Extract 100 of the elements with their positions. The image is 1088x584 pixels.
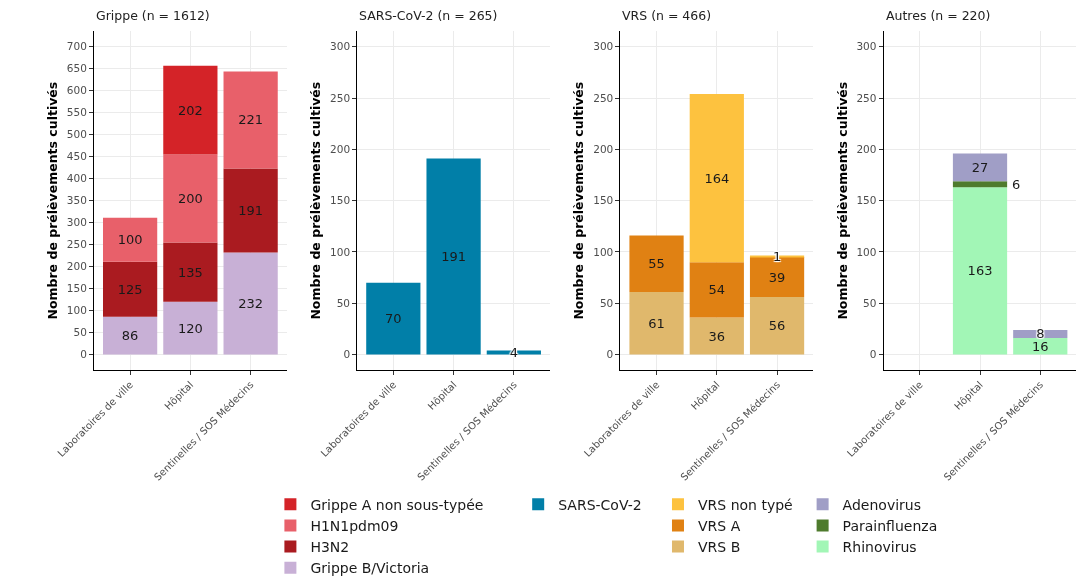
- y-tick-label: 300: [856, 40, 877, 53]
- data-label: 36: [708, 328, 726, 344]
- data-label: 4: [509, 344, 518, 360]
- bar: [952, 181, 1008, 188]
- data-label: 6: [1012, 177, 1021, 192]
- data-label: 39: [768, 269, 786, 285]
- y-tick-label: 0: [606, 348, 614, 361]
- data-label: 56: [768, 318, 786, 334]
- bar: [426, 158, 481, 355]
- chart-title: Grippe (n = 1612): [96, 8, 210, 23]
- legend-label: VRS non typé: [697, 496, 793, 513]
- data-label: 54: [708, 282, 726, 298]
- y-tick-label: 100: [593, 245, 614, 258]
- y-tick-label: 200: [593, 143, 614, 156]
- data-label: 232: [238, 296, 264, 312]
- bar: [163, 242, 218, 302]
- y-tick-label: 0: [80, 348, 87, 361]
- bar: [103, 261, 158, 317]
- y-tick-label: 100: [330, 245, 351, 258]
- data-label: 221: [238, 112, 264, 128]
- data-label: 164: [704, 170, 730, 186]
- y-tick-label: 250: [856, 91, 877, 104]
- bar: [163, 65, 218, 155]
- y-tick-label: 50: [336, 296, 351, 309]
- data-label: 27: [971, 159, 989, 175]
- data-label: 135: [177, 264, 203, 280]
- y-tick-label: 50: [73, 326, 87, 339]
- chart-title: SARS-CoV-2 (n = 265): [359, 8, 498, 23]
- y-tick-label: 300: [330, 40, 351, 53]
- data-label: 55: [648, 256, 665, 272]
- data-label: 200: [177, 190, 203, 206]
- y-tick-label: 150: [856, 194, 877, 207]
- y-tick-label: 150: [66, 282, 87, 295]
- legend-label: SARS-CoV-2: [558, 496, 642, 513]
- y-tick-label: 350: [66, 194, 87, 207]
- y-tick-label: 400: [66, 172, 87, 185]
- y-tick-label: 0: [343, 348, 351, 361]
- data-label: 202: [177, 102, 203, 118]
- y-tick-label: 200: [66, 260, 87, 273]
- y-axis-title: Nombre de prélèvements cultivés: [44, 81, 60, 320]
- legend-label: H3N2: [310, 539, 350, 556]
- y-tick-label: 150: [593, 194, 614, 207]
- data-label: 191: [238, 203, 264, 219]
- bar: [366, 282, 421, 355]
- bar: [952, 153, 1008, 182]
- bar: [689, 317, 744, 355]
- data-label: 163: [967, 263, 993, 279]
- y-axis-title: Nombre de prélèvements cultivés: [571, 81, 587, 320]
- bar: [486, 350, 541, 355]
- bar: [689, 93, 744, 263]
- y-tick-label: 100: [856, 245, 877, 258]
- data-label: 86: [121, 328, 139, 344]
- y-tick-label: 50: [599, 296, 614, 309]
- chart-title: Autres (n = 220): [886, 8, 991, 23]
- y-tick-label: 300: [66, 216, 87, 229]
- y-tick-label: 250: [593, 91, 614, 104]
- y-tick-label: 600: [66, 84, 87, 97]
- data-label: 125: [117, 281, 143, 297]
- y-tick-label: 650: [66, 62, 87, 75]
- y-tick-label: 200: [856, 143, 877, 156]
- y-tick-label: 250: [66, 238, 87, 251]
- legend-label: Adenovirus: [842, 496, 921, 513]
- data-label: 70: [385, 311, 402, 327]
- y-tick-label: 500: [66, 128, 87, 141]
- bar: [1013, 338, 1068, 355]
- bar: [952, 187, 1008, 355]
- bar: [103, 316, 158, 355]
- y-tick-label: 100: [66, 304, 87, 317]
- y-tick-label: 50: [863, 296, 877, 309]
- bar: [163, 154, 218, 243]
- bar: [223, 71, 278, 169]
- data-label: 120: [177, 320, 203, 336]
- bar: [223, 168, 278, 253]
- y-tick-label: 200: [330, 143, 351, 156]
- legend-label: Grippe B/Victoria: [310, 560, 430, 577]
- bar: [629, 235, 684, 292]
- y-axis-title: Nombre de prélèvements cultivés: [834, 81, 850, 320]
- y-tick-label: 150: [330, 194, 351, 207]
- legend-label: VRS B: [697, 539, 741, 556]
- data-label: 191: [441, 249, 466, 265]
- bar: [629, 291, 684, 355]
- y-tick-label: 450: [66, 150, 87, 163]
- bar: [749, 297, 805, 355]
- chart-title: VRS (n = 466): [622, 8, 712, 23]
- y-tick-label: 550: [66, 106, 87, 119]
- legend-label: VRS A: [697, 517, 741, 534]
- y-tick-label: 700: [66, 40, 87, 53]
- data-label: 100: [117, 232, 143, 248]
- data-label: 61: [648, 315, 665, 331]
- legend-label: Rhinovirus: [842, 539, 917, 556]
- legend-label: Parainfluenza: [842, 517, 938, 534]
- bar: [103, 217, 158, 262]
- legend-label: Grippe A non sous-typée: [310, 496, 484, 513]
- bar: [223, 252, 278, 355]
- y-tick-label: 250: [330, 91, 351, 104]
- legend-label: H1N1pdm09: [310, 517, 399, 534]
- y-tick-label: 0: [869, 348, 877, 361]
- bar: [689, 262, 744, 318]
- y-tick-label: 300: [593, 40, 614, 53]
- bar: [163, 301, 218, 355]
